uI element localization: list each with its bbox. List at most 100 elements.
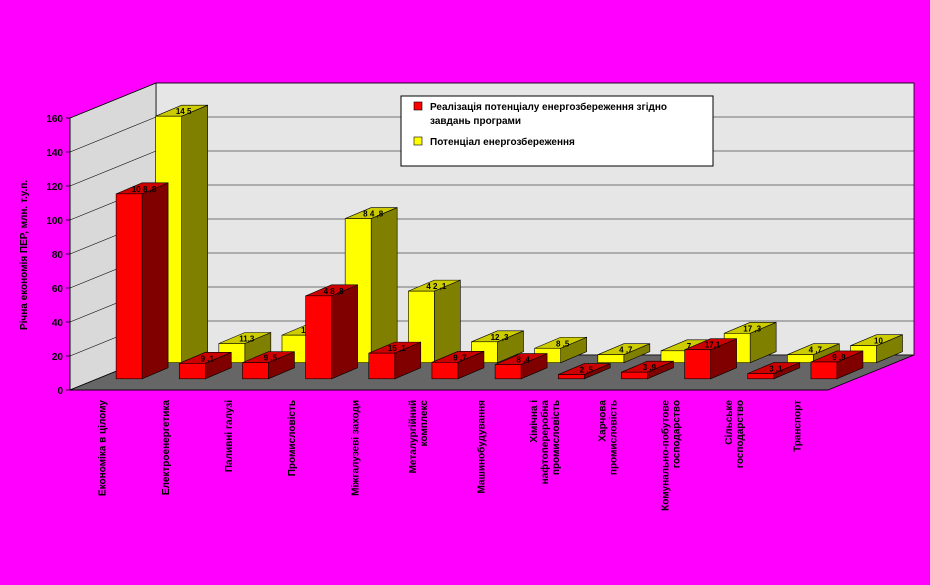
data-label: 4 2 ,1 xyxy=(426,282,447,291)
legend-swatch-yellow xyxy=(413,136,423,146)
category-label: Електроенергетика xyxy=(161,400,172,495)
data-label: 17,1 xyxy=(705,341,721,350)
gridline xyxy=(69,82,914,119)
category-label: Машинобудування xyxy=(476,400,488,494)
data-label: 3 ,9 xyxy=(643,363,657,372)
bars: 14 511,316 ,28 4 ,84 2 ,112 ,38 ,54 ,771… xyxy=(115,104,903,380)
category-labels: Економіка в цілому Електроенергетика Палив… xyxy=(98,400,804,511)
y-tick-label: 140 xyxy=(46,148,63,159)
bar-front xyxy=(557,374,585,380)
data-label: 12 ,3 xyxy=(491,333,509,342)
y-tick-label: 80 xyxy=(52,250,64,261)
bar-realization-2: 9 ,5 xyxy=(242,351,295,380)
data-label: 15 ,1 xyxy=(388,344,406,353)
bar-front xyxy=(242,362,269,380)
bar-side xyxy=(331,284,358,380)
legend-box xyxy=(400,95,714,167)
legend-entry-potential: Потенціал енергозбереження xyxy=(430,136,575,148)
data-label: 4 ,7 xyxy=(809,346,823,355)
bar-front xyxy=(684,349,711,380)
bar-side xyxy=(370,207,398,364)
data-label: 9 ,7 xyxy=(453,353,467,362)
category-label-line: господарство xyxy=(672,400,683,468)
bar-front xyxy=(368,352,396,380)
bar-front xyxy=(621,371,648,380)
category-label-line: Харчова xyxy=(597,400,608,442)
category-label: Економіка в цілому xyxy=(98,400,109,497)
bar-realization-4: 15 ,1 xyxy=(368,341,422,380)
y-axis: 0 20 40 60 80 100 120 140 160 xyxy=(46,114,828,397)
category-label-line: Хімічна і xyxy=(529,400,540,443)
category-label: Паливні галузі xyxy=(224,400,235,472)
bar-realization-9: 17,1 xyxy=(684,338,737,380)
legend-entry-realization-line2: завдань програми xyxy=(430,116,521,127)
category-label-line: Сільське xyxy=(724,400,735,445)
data-label: 11,3 xyxy=(239,334,255,343)
data-label: 7 xyxy=(687,342,692,351)
bar-realization-3: 4 8 ,8 xyxy=(305,284,358,380)
bar-front xyxy=(305,295,332,380)
bar-realization-5: 9 ,7 xyxy=(431,350,485,380)
category-label-line: Комунально-побутове xyxy=(660,400,672,511)
category-label-line: господарство xyxy=(735,400,746,468)
category-label: Харчовапромисловість xyxy=(597,400,619,476)
category-label: Транспорт xyxy=(792,400,803,452)
y-tick-label: 20 xyxy=(52,352,64,363)
category-label: Металургійнийкомплекс xyxy=(408,400,430,474)
data-label: 2 ,5 xyxy=(580,366,594,375)
data-label: 3 ,1 xyxy=(769,365,783,374)
y-tick-label: 120 xyxy=(46,182,63,193)
data-label: 10 8 ,8 xyxy=(132,185,157,194)
bar-realization-8: 3 ,9 xyxy=(621,360,674,380)
bar-realization-10: 3 ,1 xyxy=(747,362,801,380)
category-label-line: Економіка в цілому xyxy=(98,400,109,497)
legend-swatch-red xyxy=(413,101,423,111)
bar-realization-0: 10 8 ,8 xyxy=(115,182,169,380)
y-tick-label: 0 xyxy=(57,386,63,397)
data-label: 4 8 ,8 xyxy=(324,287,345,296)
bar-potential-7: 4 ,7 xyxy=(597,343,651,364)
category-label-line: Транспорт xyxy=(792,400,803,452)
category-label-line: нафтопереробна xyxy=(539,400,551,485)
legend-entry-realization: Реалізація потенціалу енергозбереження з… xyxy=(430,101,667,113)
data-label: 17 ,3 xyxy=(743,324,761,333)
category-label-line: Машинобудування xyxy=(476,400,488,494)
data-label: 8 4 ,8 xyxy=(363,210,384,219)
bar-front xyxy=(494,364,522,380)
category-label-line: промисловість xyxy=(608,400,619,475)
bar-front xyxy=(431,362,459,380)
data-label: 9 ,5 xyxy=(264,354,278,363)
bar-potential-6: 8 ,5 xyxy=(534,336,587,364)
category-label-line: Паливні галузі xyxy=(224,400,235,472)
bar-front xyxy=(810,361,838,380)
data-label: 4 ,7 xyxy=(619,346,633,355)
category-label: Комунально-побутовегосподарство xyxy=(660,400,683,511)
y-tick-label: 60 xyxy=(52,284,64,295)
data-label: 14 5 xyxy=(176,107,192,116)
bar-realization-1: 9 ,1 xyxy=(178,351,232,380)
category-label: Промисловість xyxy=(287,400,298,476)
bar-potential-9: 17 ,3 xyxy=(723,321,777,364)
category-label-line: комплекс xyxy=(419,400,430,447)
y-tick-label: 100 xyxy=(46,216,63,227)
data-label: 8 ,5 xyxy=(556,339,570,348)
bar-potential-11: 10 xyxy=(850,334,903,364)
bar-front xyxy=(597,354,625,363)
category-label-line: промисловість xyxy=(551,400,562,475)
y-tick-label: 40 xyxy=(52,318,64,329)
data-label: 8 ,4 xyxy=(516,356,530,365)
y-tick-label: 160 xyxy=(46,114,63,125)
category-label-line: Електроенергетика xyxy=(161,400,172,495)
bar-front xyxy=(747,373,775,380)
bar-side xyxy=(141,182,169,380)
category-label: Міжгалузеві заходи xyxy=(350,400,361,496)
y-axis-label: Річна економія ПЕР, млн. т.у.п. xyxy=(19,180,30,330)
bar-side xyxy=(181,104,208,364)
category-label: Сільськегосподарство xyxy=(724,400,746,469)
bar-realization-11: 9 ,9 xyxy=(810,350,864,380)
data-label: 10 xyxy=(874,337,883,346)
category-label-line: Міжгалузеві заходи xyxy=(350,400,361,496)
legend: Реалізація потенціалу енергозбереження з… xyxy=(400,95,714,167)
bar-realization-6: 8 ,4 xyxy=(494,353,548,380)
